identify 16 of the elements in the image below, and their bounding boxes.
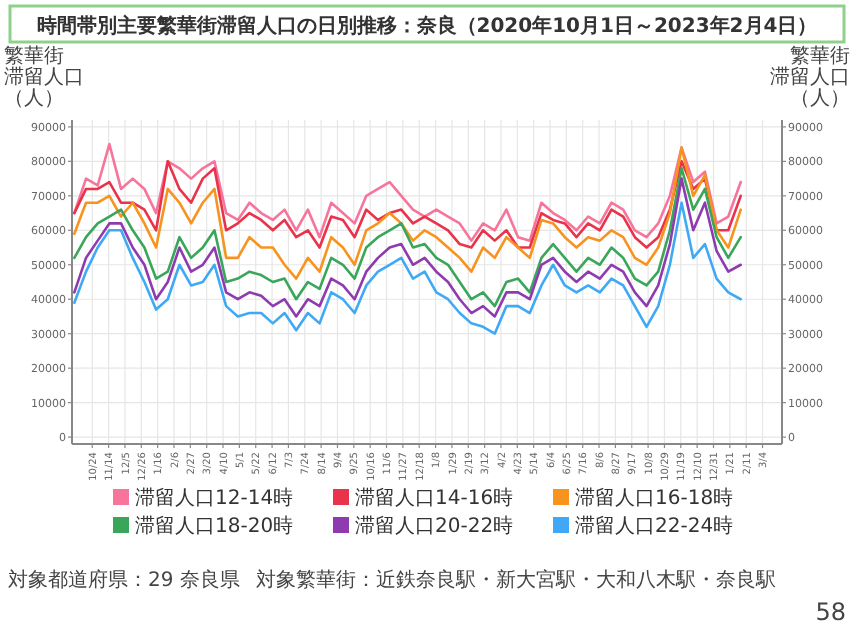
legend-label: 滞留人口18-20時 xyxy=(135,514,294,538)
line-series xyxy=(73,146,743,280)
text: 対象繁華街：近鉄奈良駅・新大宮駅・大和八木駅・奈良駅 xyxy=(256,568,776,592)
legend-label: 滞留人口12-14時 xyxy=(135,486,294,510)
line-series xyxy=(73,160,743,249)
chart-title: 時間帯別主要繁華街滞留人口の日別推移：奈良（2020年10月1日～2023年2月4日） xyxy=(36,14,818,38)
text: 58 xyxy=(815,598,846,626)
text: 対象都道府県：29 奈良県 xyxy=(8,568,240,592)
legend-label: 滞留人口20-22時 xyxy=(355,514,514,538)
legend-label: 滞留人口22-24時 xyxy=(575,514,734,538)
legend-label: 滞留人口16-18時 xyxy=(575,486,734,510)
line-series xyxy=(73,142,743,242)
y2-axis-title: 繁華街滞留人口（人） xyxy=(770,44,850,110)
line-series xyxy=(73,201,743,335)
y-axis-title: 繁華街滞留人口（人） xyxy=(4,44,84,110)
legend-label: 滞留人口14-16時 xyxy=(355,486,514,510)
